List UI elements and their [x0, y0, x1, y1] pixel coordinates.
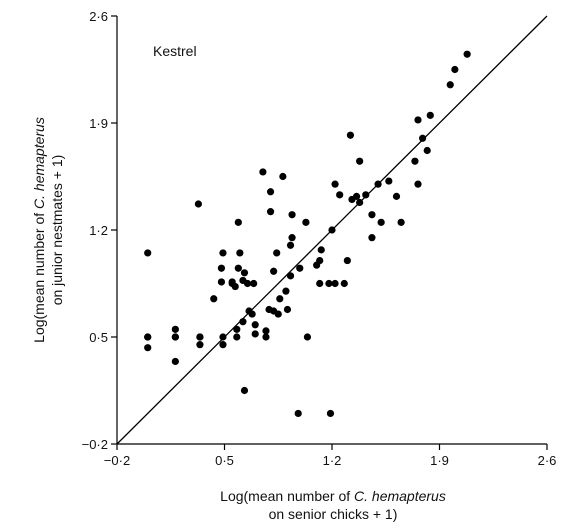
x-tick-label: −0·2 — [104, 453, 130, 468]
data-point — [217, 278, 226, 286]
x-tick-label: 2·6 — [538, 453, 557, 468]
data-point — [317, 246, 325, 254]
data-point — [171, 325, 179, 333]
data-point — [266, 188, 275, 196]
data-point — [411, 157, 419, 165]
data-point — [236, 249, 244, 257]
data-point — [368, 211, 376, 219]
data-point — [219, 249, 227, 257]
data-point — [196, 341, 204, 349]
data-point — [251, 321, 259, 329]
data-point — [262, 333, 270, 341]
data-point — [343, 256, 351, 265]
data-point — [250, 279, 258, 288]
data-point — [288, 211, 296, 219]
plot-area: −0·2 0·5 1·2 1·9 2·6 −0·2 0·5 1·2 1·9 2·6 — [82, 9, 557, 468]
data-point — [196, 333, 204, 341]
data-point — [303, 333, 312, 341]
data-point — [451, 65, 459, 74]
y-tick-label: 1·9 — [89, 116, 108, 131]
data-point — [331, 180, 339, 188]
data-point — [144, 333, 152, 341]
data-point — [316, 279, 324, 288]
y-tick-label: 1·2 — [89, 223, 108, 238]
data-point — [286, 241, 295, 249]
data-point — [233, 325, 241, 333]
x-axis-title-line1: Log(mean number of C. hemapterus — [220, 488, 446, 504]
data-point — [346, 131, 355, 139]
data-point — [282, 287, 290, 295]
y-axis-title-line2: on junior nestmates + 1) — [49, 155, 65, 306]
y-tick-label: 2·6 — [89, 9, 108, 24]
data-point — [194, 200, 202, 208]
data-point — [248, 310, 256, 318]
data-point — [219, 341, 227, 349]
data-point — [231, 282, 239, 291]
data-point — [234, 218, 242, 226]
data-point — [362, 191, 370, 199]
data-point — [397, 218, 405, 226]
x-tick-label: 0·5 — [215, 453, 234, 468]
data-point — [414, 180, 422, 188]
data-point — [385, 177, 393, 185]
y-tick-label: 0·5 — [89, 330, 108, 345]
data-point — [446, 81, 454, 89]
data-point — [243, 279, 252, 288]
data-point — [251, 330, 259, 338]
x-axis-title-line2: on senior chicks + 1) — [269, 506, 398, 522]
y-tick-label: −0·2 — [82, 437, 108, 452]
data-point — [276, 295, 284, 303]
data-point — [219, 333, 227, 341]
data-point — [279, 172, 287, 181]
data-point — [423, 146, 431, 155]
y-axis-title-line1: Log(mean number of C. hemapterus — [31, 117, 47, 343]
data-point — [274, 310, 282, 318]
chart-annotation: Kestrel — [153, 43, 197, 59]
data-point — [217, 264, 226, 272]
data-point — [463, 50, 471, 58]
data-point — [266, 208, 275, 216]
data-point — [326, 409, 335, 418]
data-point — [336, 191, 344, 199]
data-point — [239, 318, 247, 326]
data-point — [328, 226, 336, 234]
data-point — [144, 344, 152, 352]
data-point — [331, 279, 339, 288]
data-point — [171, 333, 179, 341]
data-point — [356, 198, 364, 207]
data-point — [414, 116, 422, 124]
data-point — [374, 180, 382, 188]
data-point — [356, 157, 364, 165]
data-point — [262, 327, 270, 335]
data-point — [352, 192, 361, 200]
data-point — [273, 249, 281, 257]
data-point — [316, 256, 324, 265]
data-point — [392, 192, 401, 200]
data-point — [270, 267, 278, 275]
data-point — [171, 357, 179, 366]
x-tick-label: 1·2 — [323, 453, 342, 468]
data-point — [144, 249, 152, 257]
data-point — [210, 295, 218, 303]
data-point — [368, 234, 376, 242]
data-point — [283, 305, 292, 314]
data-point — [234, 264, 242, 272]
data-point — [240, 386, 249, 395]
x-tick-label: 1·9 — [430, 453, 449, 468]
data-point — [288, 234, 296, 242]
data-point — [240, 269, 249, 277]
data-point — [419, 134, 427, 142]
data-point — [259, 168, 267, 176]
data-point — [296, 264, 304, 272]
data-point — [340, 279, 348, 288]
data-point — [377, 218, 385, 226]
data-point — [286, 272, 295, 280]
data-point — [294, 409, 302, 418]
data-point — [325, 279, 333, 288]
data-point — [233, 333, 241, 341]
data-point — [302, 218, 310, 226]
data-point — [426, 111, 434, 119]
